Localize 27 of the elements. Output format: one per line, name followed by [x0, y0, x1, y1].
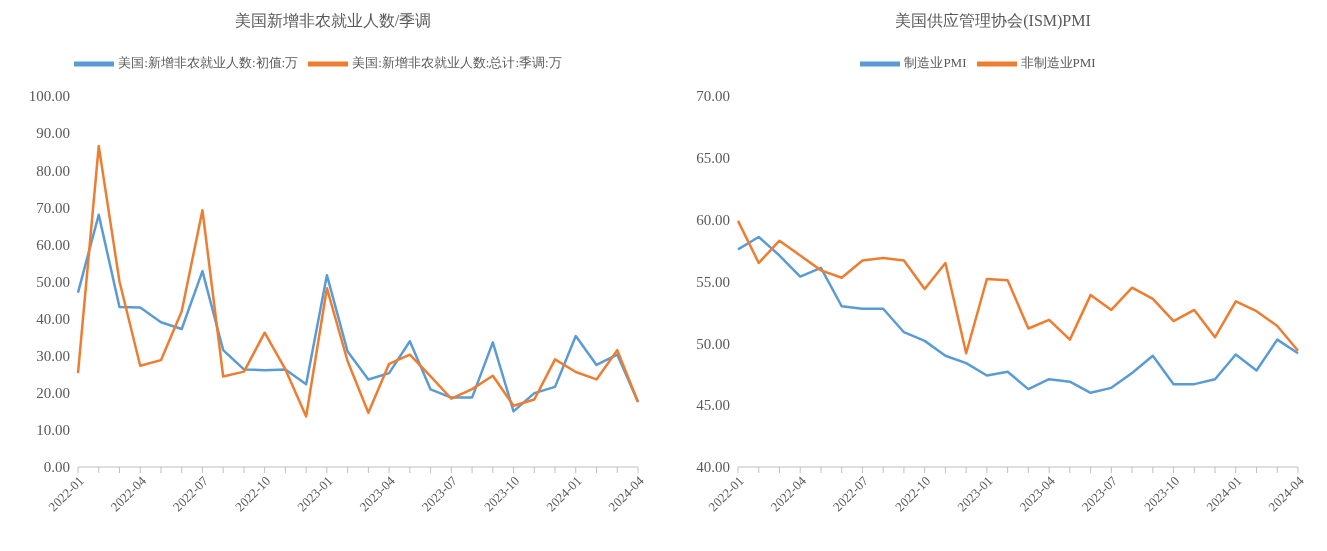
- y-tick-label: 10.00: [36, 422, 70, 439]
- y-tick-label: 30.00: [36, 348, 70, 365]
- y-tick-label: 60.00: [696, 211, 730, 228]
- y-tick-label: 50.00: [36, 273, 70, 290]
- legend-label: 制造业PMI: [904, 54, 967, 70]
- chart-title: 美国新增非农就业人数/季调: [233, 11, 433, 31]
- y-tick-label: 40.00: [696, 459, 730, 476]
- line-series: [76, 144, 640, 418]
- y-tick-label: 80.00: [36, 162, 70, 179]
- y-tick-label: 0.00: [43, 459, 70, 476]
- y-tick-label: 70.00: [36, 199, 70, 216]
- y-tick-label: 60.00: [36, 236, 70, 253]
- legend-label: 美国:新增非农就业人数:总计:季调:万: [352, 54, 562, 70]
- line-series: [736, 219, 1300, 355]
- y-tick-label: 65.00: [696, 150, 730, 167]
- y-tick-label: 20.00: [36, 385, 70, 402]
- y-tick-label: 40.00: [36, 310, 70, 327]
- y-tick-label: 50.00: [696, 335, 730, 352]
- y-tick-label: 90.00: [36, 125, 70, 142]
- line-series: [736, 235, 1300, 395]
- legend-label: 非制造业PMI: [1020, 54, 1096, 70]
- y-tick-label: 45.00: [696, 397, 730, 414]
- y-tick-label: 55.00: [696, 273, 730, 290]
- y-tick-label: 100.00: [28, 88, 70, 105]
- y-tick-label: 70.00: [696, 88, 730, 105]
- chart-title: 美国供应管理协会(ISM)PMI: [894, 11, 1092, 32]
- legend-label: 美国:新增非农就业人数:初值:万: [118, 54, 299, 70]
